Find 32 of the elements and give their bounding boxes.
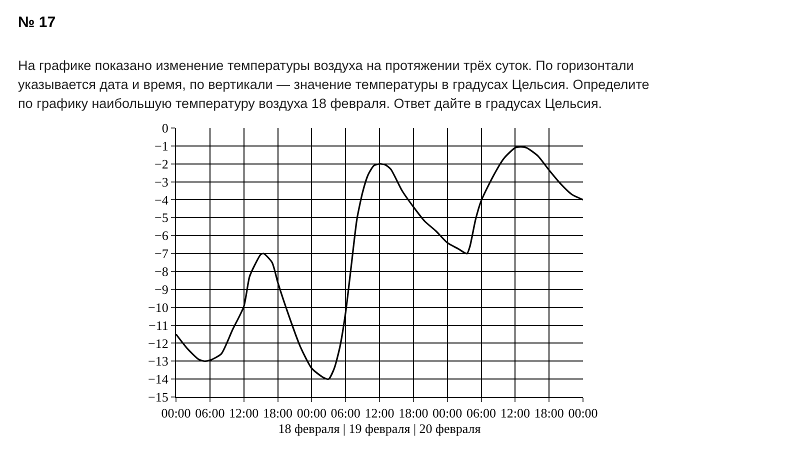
x-tick-label: 12:00 [500,406,530,421]
y-tick-label: −1 [154,138,168,154]
y-tick-label: −3 [154,174,168,190]
x-tick-label: 12:00 [229,406,259,421]
x-tick-label: 12:00 [364,406,394,421]
x-tick-label: 06:00 [466,406,496,421]
y-tick-label: −11 [148,318,168,333]
y-tick-label: −4 [154,192,169,208]
x-tick-label: 00:00 [568,406,598,421]
x-tick-label: 00:00 [432,406,462,421]
x-tick-label: 18:00 [398,406,428,421]
y-tick-label: −12 [148,336,168,351]
x-tick-label: 18:00 [262,406,293,421]
y-tick-label: −6 [154,228,169,244]
y-tick-label: −15 [148,390,168,405]
x-axis-title: 18 февраля | 19 февраля | 20 февраля [278,421,481,436]
x-tick-label: 06:00 [330,406,360,421]
y-tick-label: −9 [154,282,168,297]
y-tick-label: −14 [148,372,169,387]
y-tick-label: −5 [154,210,168,226]
chart-subtitle: На графике показано изменение температуры воздуха на протяжении трёх суток. По горизонтали указывается дата и время, по вертикали — значение температуры в градусах Цельсия. Определите по графику наибольшую температуру воздуха 18 февраля. Ответ дайте в градусах Цельсия. [18,57,650,113]
y-tick-label: −7 [154,246,169,262]
x-tick-label: 06:00 [195,406,225,421]
y-tick-label: −13 [148,354,168,369]
y-tick-label: −10 [148,300,168,315]
x-tick-label: 18:00 [534,406,564,421]
x-tick-label: 00:00 [161,406,191,421]
y-tick-label: −8 [154,264,168,280]
x-tick-label: 00:00 [296,406,326,421]
text: № 17 [18,14,56,31]
y-tick-label: 0 [162,120,168,136]
y-tick-label: −2 [154,156,168,172]
